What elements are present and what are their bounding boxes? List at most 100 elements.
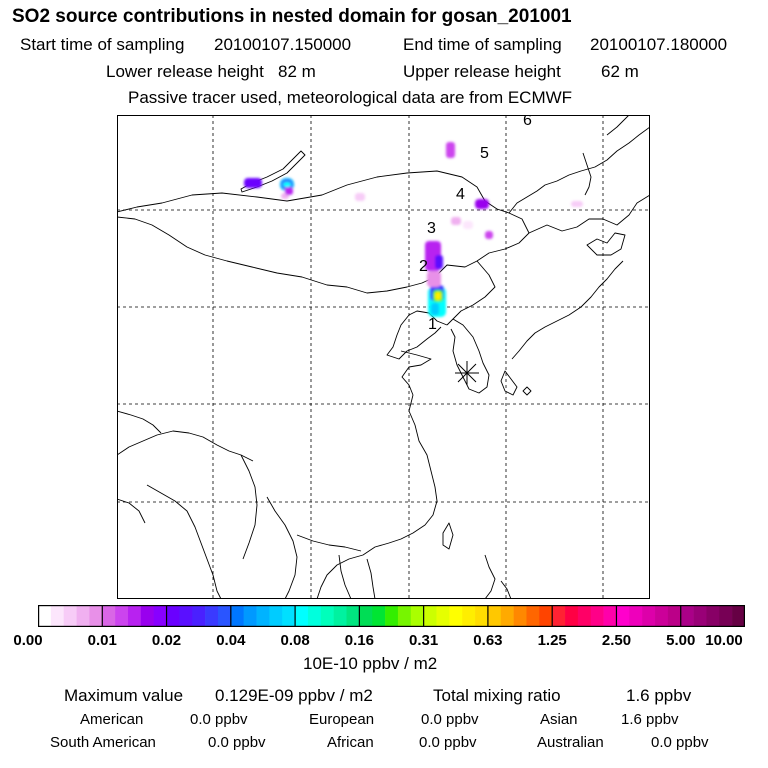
colorbar-swatch <box>577 605 592 627</box>
colorbar-swatch <box>410 605 424 627</box>
colorbar-swatch <box>423 605 437 627</box>
colorbar-tick-label: 10.00 <box>705 632 743 649</box>
lower-height-label: Lower release height <box>106 62 264 81</box>
colorbar-swatch <box>462 605 476 627</box>
colorbar-tick-label: 5.00 <box>666 632 696 649</box>
map-gridlines <box>117 115 650 599</box>
colorbar-swatch <box>719 605 733 627</box>
colorbar-swatch <box>63 605 77 627</box>
colorbar-swatch <box>230 605 244 627</box>
trajectory-label-5: 5 <box>480 145 489 162</box>
south-american-value: 0.0 ppbv <box>208 734 266 751</box>
colorbar-swatch <box>372 605 386 627</box>
page-title: SO2 source contributions in nested domai… <box>12 6 572 27</box>
colorbar-swatch <box>732 605 745 627</box>
colorbar-tick-label: 1.25 <box>537 632 567 649</box>
colorbar-swatch <box>153 605 167 627</box>
colorbar-swatch <box>629 605 643 627</box>
colorbar-swatch <box>192 605 206 627</box>
colorbar-swatch <box>449 605 463 627</box>
colorbar-tick-label: 0.63 <box>473 632 503 649</box>
colorbar <box>38 605 745 627</box>
colorbar-swatch <box>603 605 617 627</box>
upper-height-label: Upper release height <box>403 62 561 81</box>
colorbar-swatch <box>616 605 630 627</box>
total-mixing-value: 1.6 ppbv <box>626 686 692 705</box>
upper-height-value: 62 m <box>601 62 639 81</box>
colorbar-tick-label: 0.31 <box>409 632 439 649</box>
australian-value: 0.0 ppbv <box>651 734 709 751</box>
trajectory-label-6: 6 <box>523 115 532 129</box>
colorbar-swatch <box>642 605 656 627</box>
colorbar-swatch <box>333 605 347 627</box>
trajectory-label-2: 2 <box>419 258 428 275</box>
colorbar-swatch <box>256 605 270 627</box>
trajectory-label-3: 3 <box>427 220 436 237</box>
american-value: 0.0 ppbv <box>190 711 248 728</box>
trajectory-labels: 1 2 3 4 5 6 <box>419 115 532 333</box>
colorbar-swatch <box>166 605 180 627</box>
colorbar-tick-label: 0.16 <box>344 632 374 649</box>
asterisk-icon <box>455 361 479 385</box>
colorbar-swatch <box>243 605 257 627</box>
max-value-label: Maximum value <box>64 686 184 705</box>
colorbar-tick-label: 0.04 <box>216 632 246 649</box>
coastlines <box>117 115 650 599</box>
total-mixing-label: Total mixing ratio <box>433 686 561 705</box>
tracer-note: Passive tracer used, meteorological data… <box>128 88 573 107</box>
colorbar-swatch <box>436 605 450 627</box>
american-label: American <box>80 711 144 728</box>
european-label: European <box>309 711 375 728</box>
colorbar-swatch <box>475 605 489 627</box>
colorbar-swatch <box>282 605 296 627</box>
colorbar-swatch <box>346 605 360 627</box>
colorbar-swatch <box>487 605 502 627</box>
start-time-value: 20100107.150000 <box>214 35 352 54</box>
colorbar-swatch <box>667 605 682 627</box>
australian-label: Australian <box>537 734 604 751</box>
colorbar-swatch <box>102 605 116 627</box>
colorbar-swatch <box>89 605 103 627</box>
trajectory-label-4: 4 <box>456 186 465 203</box>
asian-value: 1.6 ppbv <box>621 711 679 728</box>
colorbar-swatch <box>513 605 527 627</box>
colorbar-swatch <box>50 605 65 627</box>
so2-plume <box>244 142 583 317</box>
end-time-label: End time of sampling <box>403 35 562 54</box>
colorbar-swatch <box>307 605 322 627</box>
european-value: 0.0 ppbv <box>421 711 479 728</box>
colorbar-swatch <box>205 605 219 627</box>
colorbar-tick-label: 2.50 <box>601 632 632 649</box>
end-time-value: 20100107.180000 <box>590 35 728 54</box>
colorbar-tick-label: 0.00 <box>13 632 43 649</box>
colorbar-swatch <box>217 605 232 627</box>
max-value: 0.129E-09 ppbv / m2 <box>215 686 373 705</box>
colorbar-swatch <box>115 605 129 627</box>
colorbar-swatch <box>590 605 604 627</box>
colorbar-swatch <box>655 605 669 627</box>
colorbar-swatch <box>295 605 309 627</box>
colorbar-swatch <box>680 605 694 627</box>
colorbar-swatch <box>179 605 193 627</box>
colorbar-unit: 10E-10 ppbv / m2 <box>303 654 438 673</box>
colorbar-swatch <box>500 605 514 627</box>
lower-height-value: 82 m <box>278 62 316 81</box>
colorbar-tick-label: 0.01 <box>87 632 117 649</box>
colorbar-swatch <box>397 605 412 627</box>
colorbar-swatch <box>140 605 154 627</box>
colorbar-tick-label: 0.08 <box>280 632 310 649</box>
start-time-label: Start time of sampling <box>20 35 185 54</box>
colorbar-swatch <box>706 605 720 627</box>
colorbar-swatch <box>385 605 399 627</box>
colorbar-swatch <box>539 605 553 627</box>
south-american-label: South American <box>50 734 156 751</box>
colorbar-tick-label: 0.02 <box>151 632 182 649</box>
colorbar-swatch <box>565 605 579 627</box>
asian-label: Asian <box>540 711 578 728</box>
african-label: African <box>327 734 374 751</box>
colorbar-swatch <box>76 605 90 627</box>
colorbar-swatch <box>359 605 373 627</box>
trajectory-label-1: 1 <box>428 316 437 333</box>
colorbar-swatch <box>552 605 566 627</box>
colorbar-border <box>38 605 745 627</box>
